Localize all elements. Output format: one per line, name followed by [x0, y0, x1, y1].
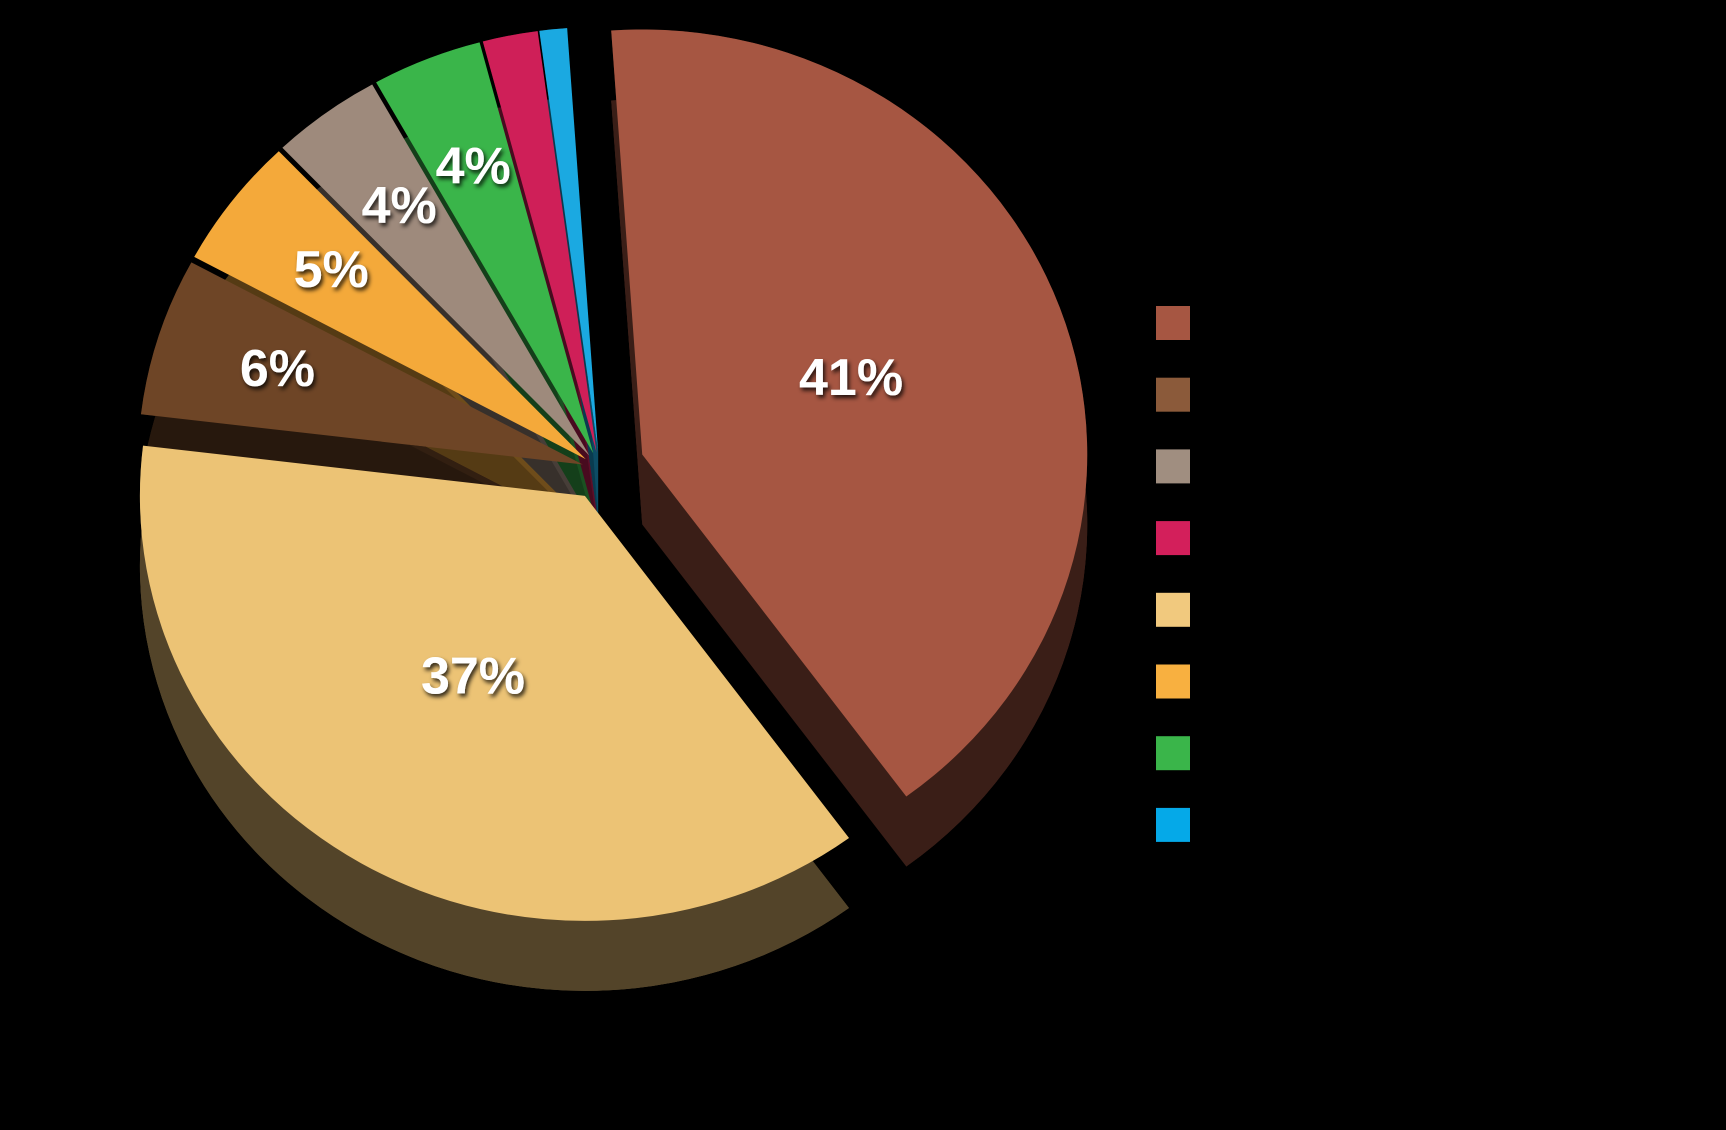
slice [376, 42, 594, 454]
legend-swatch [1156, 521, 1190, 556]
legend-swatch [1156, 449, 1190, 484]
value-label: 5% [294, 241, 369, 299]
legend-swatch [1156, 306, 1190, 340]
value-label: 6% [240, 340, 315, 398]
value-label: 41% [799, 349, 903, 407]
slice [140, 262, 583, 465]
value-label: 37% [421, 647, 525, 705]
slice [482, 31, 597, 453]
slice [282, 84, 590, 456]
legend-swatch [1156, 592, 1190, 627]
legend-swatch [1156, 807, 1190, 842]
value-label: 4% [436, 137, 511, 195]
legend-swatch [1156, 736, 1190, 771]
legend-swatch [1156, 664, 1190, 699]
slice [194, 151, 586, 460]
value-label: 4% [362, 177, 437, 235]
slice [539, 28, 599, 453]
legend-swatch [1156, 377, 1190, 412]
slice [139, 445, 849, 921]
slice [611, 29, 1088, 797]
